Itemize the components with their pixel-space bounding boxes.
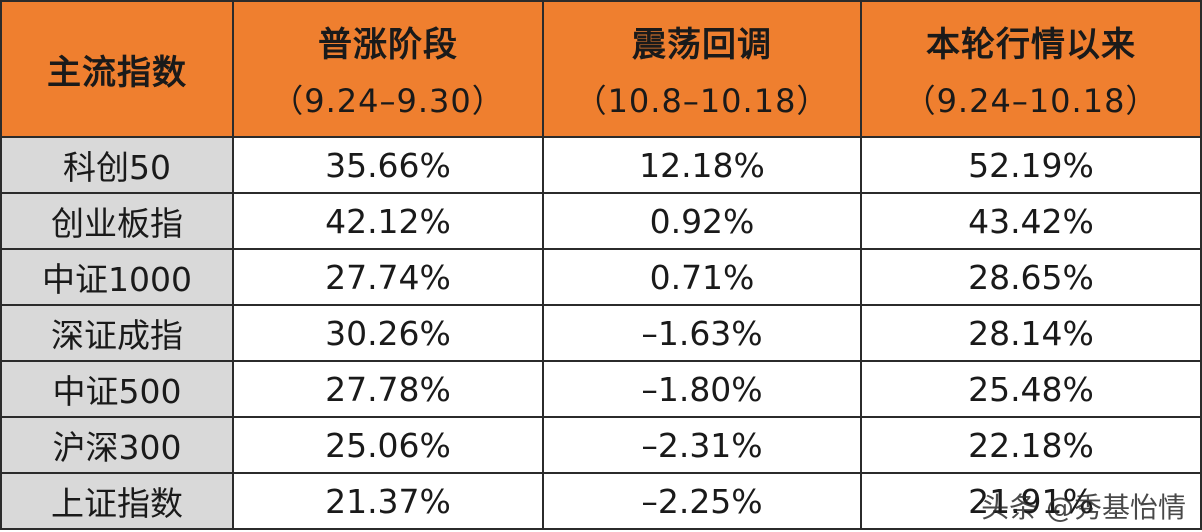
percent-cell: 25.06%	[232, 416, 544, 474]
header-date-range: （9.24–10.18）	[903, 81, 1159, 120]
index-name-cell: 中证500	[0, 360, 234, 418]
table-row: 中证1000 27.74% 0.71% 28.65%	[0, 248, 1202, 306]
header-date-range: （9.24–9.30）	[271, 81, 505, 120]
percent-cell: 0.92%	[542, 192, 862, 250]
index-name-cell: 创业板指	[0, 192, 234, 250]
header-index-name: 主流指数	[0, 0, 234, 138]
index-name-cell: 沪深300	[0, 416, 234, 474]
table-row: 深证成指 30.26% –1.63% 28.14%	[0, 304, 1202, 362]
percent-cell: 43.42%	[860, 192, 1202, 250]
header-pullback-phase: 震荡回调 （10.8–10.18）	[542, 0, 862, 138]
header-since-rally: 本轮行情以来 （9.24–10.18）	[860, 0, 1202, 138]
percent-cell: –1.80%	[542, 360, 862, 418]
index-name-cell: 深证成指	[0, 304, 234, 362]
percent-cell: –2.25%	[542, 472, 862, 530]
index-name-cell: 中证1000	[0, 248, 234, 306]
table-row: 上证指数 21.37% –2.25% 21.91%	[0, 472, 1202, 530]
table-row: 创业板指 42.12% 0.92% 43.42%	[0, 192, 1202, 250]
percent-cell: 22.18%	[860, 416, 1202, 474]
header-row: 主流指数 普涨阶段 （9.24–9.30） 震荡回调 （10.8–10.18） …	[0, 0, 1202, 138]
percent-cell: 52.19%	[860, 136, 1202, 194]
percent-cell: 0.71%	[542, 248, 862, 306]
index-name-cell: 科创50	[0, 136, 234, 194]
header-title: 本轮行情以来	[926, 24, 1136, 65]
percent-cell: 42.12%	[232, 192, 544, 250]
header-title: 震荡回调	[632, 24, 772, 65]
table-row: 中证500 27.78% –1.80% 25.48%	[0, 360, 1202, 418]
percent-cell: 27.78%	[232, 360, 544, 418]
table-row: 科创50 35.66% 12.18% 52.19%	[0, 136, 1202, 194]
table-body: 科创50 35.66% 12.18% 52.19% 创业板指 42.12% 0.92% 43.…	[0, 136, 1202, 530]
header-rally-phase: 普涨阶段 （9.24–9.30）	[232, 0, 544, 138]
index-name-cell: 上证指数	[0, 472, 234, 530]
percent-cell: 21.91%	[860, 472, 1202, 530]
table-row: 沪深300 25.06% –2.31% 22.18%	[0, 416, 1202, 474]
percent-cell: –1.63%	[542, 304, 862, 362]
percent-cell: 28.14%	[860, 304, 1202, 362]
percent-cell: 25.48%	[860, 360, 1202, 418]
watermark-text: 头条 @秀基怡情	[981, 491, 1186, 524]
percent-cell: 12.18%	[542, 136, 862, 194]
percent-cell: 28.65%	[860, 248, 1202, 306]
header-date-range: （10.8–10.18）	[574, 81, 830, 120]
percent-cell: 30.26%	[232, 304, 544, 362]
header-title: 主流指数	[47, 52, 187, 93]
percent-cell: 27.74%	[232, 248, 544, 306]
header-title: 普涨阶段	[318, 24, 458, 65]
percent-cell: 21.37%	[232, 472, 544, 530]
percent-cell: –2.31%	[542, 416, 862, 474]
percent-cell: 35.66%	[232, 136, 544, 194]
